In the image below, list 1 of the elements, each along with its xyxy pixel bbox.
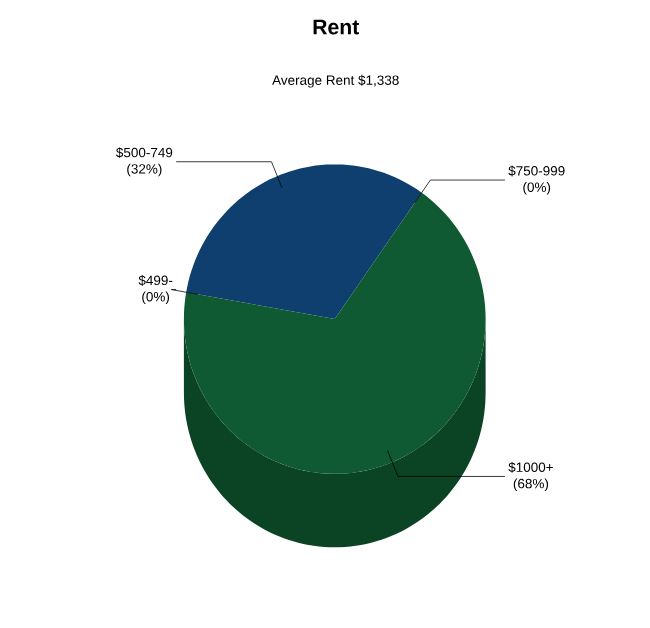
- chart-title: Rent: [313, 19, 359, 35]
